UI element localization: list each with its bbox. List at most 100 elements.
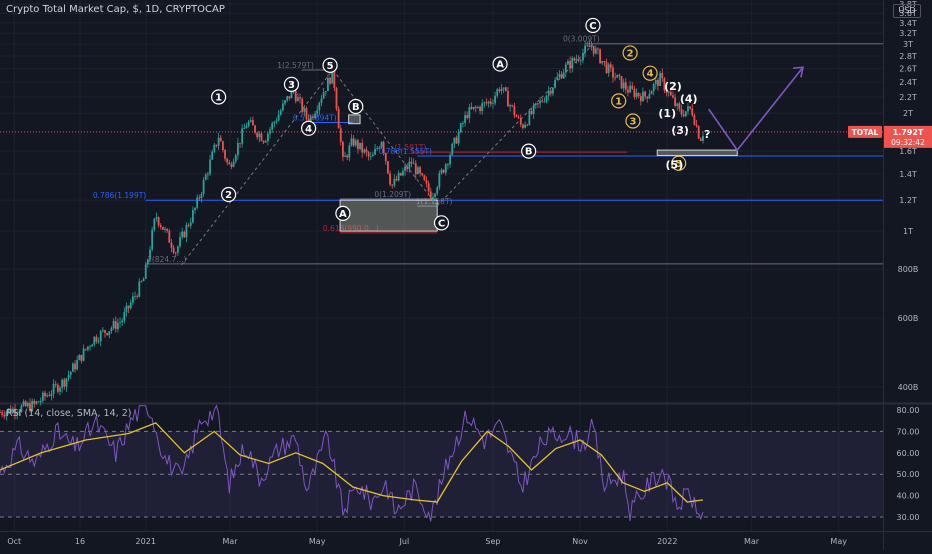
candle-body xyxy=(1,412,4,415)
candle-body xyxy=(429,191,432,200)
candle-body xyxy=(652,84,655,92)
candle-body xyxy=(414,163,417,175)
candle-body xyxy=(395,178,398,181)
price-tick-label: 2.2T xyxy=(899,93,917,102)
chart-title: Crypto Total Market Cap, $, 1D, CRYPTOCA… xyxy=(6,4,225,15)
wave-label: C xyxy=(589,21,596,32)
candle-body xyxy=(663,78,666,91)
candle-body xyxy=(59,387,61,392)
wave-label-circle xyxy=(492,56,508,72)
candle-body xyxy=(329,77,331,84)
candle-body xyxy=(442,169,445,173)
candle-body xyxy=(404,166,406,171)
candle-body xyxy=(560,74,563,79)
candle-body xyxy=(179,237,181,247)
candle-body xyxy=(243,128,246,129)
candle-body xyxy=(247,121,250,126)
fib-level-label: 1(1.158T) xyxy=(416,197,453,206)
price-tick-label: 400B xyxy=(898,383,919,392)
candle-body xyxy=(97,341,100,343)
candle-body xyxy=(468,107,471,119)
candle-body xyxy=(528,111,531,125)
rsi-tick-label: 50.00 xyxy=(897,470,920,479)
candle-body xyxy=(110,327,113,331)
candle-body xyxy=(464,115,466,124)
candle-body xyxy=(498,89,501,91)
candle-body xyxy=(644,91,647,97)
candle-body xyxy=(226,158,229,163)
candle-body xyxy=(155,217,158,219)
candle-body xyxy=(324,91,327,93)
candle-body xyxy=(164,228,166,230)
candle-body xyxy=(582,52,584,61)
candle-body xyxy=(667,91,670,93)
candle-body xyxy=(567,61,569,65)
candle-body xyxy=(153,218,156,230)
time-tick-label: May xyxy=(830,537,847,546)
candle-body xyxy=(515,115,518,118)
candle-body xyxy=(224,150,226,159)
candle-body xyxy=(363,149,366,153)
candle-body xyxy=(290,89,293,99)
candle-body xyxy=(316,110,319,114)
candle-body xyxy=(41,392,44,401)
candle-body xyxy=(421,173,424,176)
trend-lines xyxy=(181,43,594,266)
candle-body xyxy=(562,72,565,79)
candle-body xyxy=(614,77,616,79)
candle-body xyxy=(82,348,85,361)
price-tick-label: 2.4T xyxy=(899,78,917,87)
wave-label: 4 xyxy=(647,69,654,80)
candle-body xyxy=(620,76,623,89)
fib-level-label: 0(1.209T) xyxy=(374,190,411,199)
candle-body xyxy=(387,161,389,174)
projection-arrowhead xyxy=(792,66,804,78)
candle-body xyxy=(577,59,580,61)
wave-label: 2 xyxy=(627,48,634,59)
candle-body xyxy=(91,344,94,347)
candle-body xyxy=(228,162,231,165)
candle-body xyxy=(650,91,653,95)
candle-body xyxy=(198,197,201,199)
candle-body xyxy=(26,403,29,407)
candle-body xyxy=(331,67,334,84)
candle-body xyxy=(333,67,336,89)
candle-body xyxy=(206,173,209,175)
currency-badge[interactable]: USD xyxy=(893,4,921,18)
candle-body xyxy=(39,400,42,403)
candle-body xyxy=(462,123,464,124)
candle-body xyxy=(678,103,681,109)
candle-body xyxy=(20,405,23,412)
candle-body xyxy=(513,105,516,116)
candle-body xyxy=(541,100,544,102)
candle-body xyxy=(185,224,188,238)
candle-body xyxy=(104,330,106,334)
candle-body xyxy=(172,247,175,253)
candle-body xyxy=(489,101,492,104)
candle-body xyxy=(183,231,186,238)
wave-label-circle xyxy=(671,155,687,171)
candle-body xyxy=(693,115,696,125)
candle-body xyxy=(477,106,479,108)
candle-body xyxy=(279,110,282,115)
time-tick-label: May xyxy=(309,537,326,546)
candle-body xyxy=(106,333,109,336)
candle-body xyxy=(622,82,625,89)
candle-body xyxy=(361,142,364,153)
candle-body xyxy=(444,164,447,173)
price-tick-label: 1.2T xyxy=(899,196,917,205)
wave-label-circle xyxy=(585,17,601,34)
candle-body xyxy=(459,123,462,133)
candle-body xyxy=(389,173,391,185)
candle-body xyxy=(157,217,160,226)
candle-body xyxy=(642,91,644,102)
candle-body xyxy=(605,62,608,73)
price-tick-label: 600B xyxy=(898,314,919,323)
candle-body xyxy=(297,97,299,102)
resistance-box-may xyxy=(348,114,361,125)
candle-body xyxy=(50,393,53,396)
fib-level-label: (1.591T) xyxy=(394,143,426,152)
candle-body xyxy=(116,323,119,330)
